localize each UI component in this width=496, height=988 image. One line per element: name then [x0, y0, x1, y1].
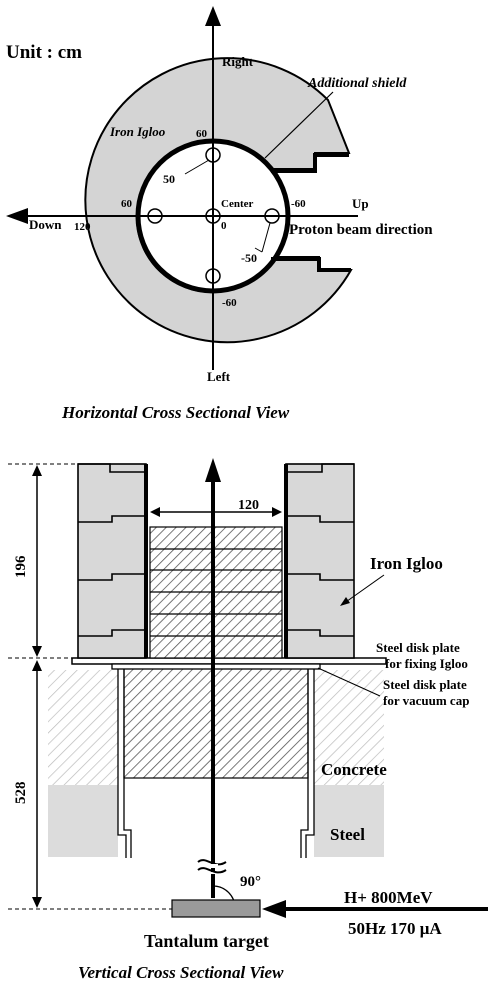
- height-196-arrow-top: [32, 465, 42, 476]
- proton-beam-direction-label: Proton beam direction: [289, 222, 433, 238]
- measure-point-left: [147, 208, 163, 224]
- vertical-caption: Vertical Cross Sectional View: [78, 963, 284, 982]
- unit-label: Unit : cm: [6, 42, 82, 63]
- beam-axis-arrow: [205, 458, 221, 482]
- height-528-label: 528: [13, 782, 29, 805]
- additional-shield-top-edge: [271, 153, 349, 173]
- width-120-label: 120: [238, 498, 259, 513]
- angle-label: 90°: [240, 874, 261, 890]
- vertical-view: 120 90° 196 528 Iron Igloo: [8, 458, 488, 982]
- radius-neg50-leader-2: [254, 247, 263, 253]
- inner-shield-stack: [149, 526, 283, 659]
- beam-current-label: 50Hz 170 μA: [348, 919, 442, 938]
- horizontal-caption: Horizontal Cross Sectional View: [61, 403, 290, 422]
- break-mark-top: [197, 859, 227, 866]
- additional-shield-label: Additional shield: [307, 76, 407, 91]
- iron-igloo-right: [284, 463, 355, 659]
- steel-plate-igloo-line2: for fixing Igloo: [385, 656, 468, 671]
- break-mark-bottom: [197, 867, 227, 874]
- horizontal-view: Unit : cm Right Left Up Down Iron Igloo …: [6, 6, 433, 422]
- height-196-label: 196: [13, 555, 29, 578]
- steel-plate-vacuum-leader: [317, 667, 381, 697]
- shaft-wall-right: [305, 668, 315, 858]
- shaft-wall-left-inner: [123, 668, 132, 858]
- iron-igloo-leader: [342, 574, 385, 605]
- axis-arrow-left: [6, 208, 28, 224]
- axis-arrow-up: [205, 6, 221, 26]
- axis-left-label: Left: [207, 369, 231, 384]
- additional-shield-leader: [264, 91, 334, 159]
- concrete-label: Concrete: [321, 760, 387, 779]
- measure-point-bottom: [205, 268, 221, 284]
- radius-neg50-label: -50: [241, 251, 257, 265]
- axis-right-label: Right: [222, 54, 254, 69]
- shaft-wall-right-inner: [300, 668, 309, 858]
- iron-igloo-left: [77, 463, 148, 659]
- steel-plate-igloo-line1: Steel disk plate: [376, 640, 460, 655]
- tantalum-target: [171, 899, 261, 918]
- zero-label: 0: [221, 220, 227, 232]
- tick-neg60-right: -60: [291, 198, 306, 210]
- shaft-wall-left: [117, 668, 127, 858]
- tantalum-target-label: Tantalum target: [144, 931, 269, 951]
- center-label: Center: [221, 198, 253, 210]
- iron-igloo-vertical-label: Iron Igloo: [370, 554, 443, 573]
- tick-neg60-bottom: -60: [222, 297, 237, 309]
- iron-igloo-label: Iron Igloo: [109, 124, 166, 139]
- steel-plate-vacuum-line1: Steel disk plate: [383, 677, 467, 692]
- steel-plate-vacuum-line2: for vacuum cap: [383, 693, 469, 708]
- tick-60-top: 60: [196, 128, 208, 140]
- steel-disk-plate-igloo: [71, 657, 387, 665]
- beam-energy-label: H+ 800MeV: [344, 888, 433, 907]
- width-arrow-left: [150, 507, 160, 517]
- measure-point-top: [205, 147, 221, 163]
- steel-disk-plate-vacuum: [111, 663, 321, 670]
- break-gap: [208, 864, 218, 868]
- tick-120: 120: [74, 221, 91, 233]
- radius-neg50-leader: [261, 222, 271, 253]
- measure-point-center: [205, 208, 221, 224]
- steel-label: Steel: [330, 825, 365, 844]
- proton-beam-arrow: [262, 900, 286, 918]
- axis-down-label: Down: [29, 217, 62, 232]
- height-196-arrow-bottom: [32, 646, 42, 657]
- axis-up-label: Up: [352, 196, 369, 211]
- radius-50-label: 50: [163, 172, 175, 186]
- width-arrow-right: [272, 507, 282, 517]
- additional-shield-bottom-edge: [271, 257, 351, 272]
- vacuum-cap-plug: [123, 667, 309, 779]
- tick-60-left: 60: [121, 198, 133, 210]
- radius-50-leader: [184, 159, 210, 175]
- iron-igloo-leader-arrow: [340, 597, 350, 606]
- height-528-arrow-top: [32, 660, 42, 671]
- height-528-arrow-bottom: [32, 897, 42, 908]
- measure-point-right: [264, 208, 280, 224]
